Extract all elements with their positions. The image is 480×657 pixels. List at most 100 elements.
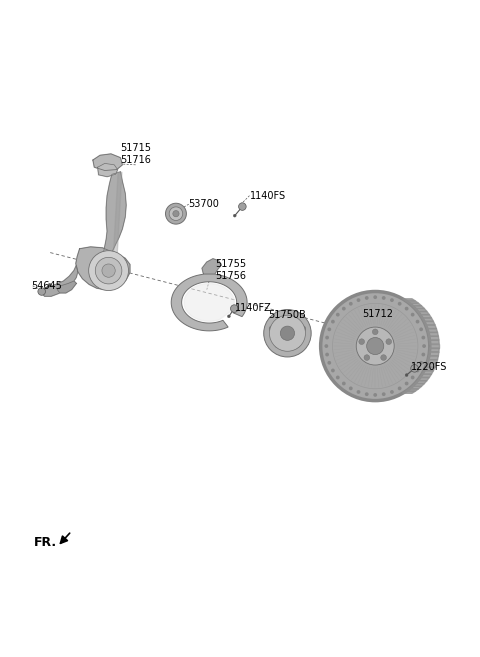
Polygon shape: [403, 391, 415, 394]
Circle shape: [327, 327, 331, 331]
Circle shape: [398, 302, 402, 306]
Polygon shape: [420, 315, 432, 318]
Text: 53700: 53700: [188, 199, 219, 209]
Circle shape: [365, 296, 369, 300]
Polygon shape: [428, 332, 438, 336]
Circle shape: [364, 355, 370, 361]
Circle shape: [239, 203, 246, 210]
Polygon shape: [406, 301, 419, 304]
Polygon shape: [412, 384, 424, 386]
Circle shape: [419, 327, 423, 331]
Circle shape: [342, 307, 346, 311]
Polygon shape: [415, 309, 427, 311]
Polygon shape: [428, 356, 438, 359]
Polygon shape: [202, 259, 221, 274]
Text: 51755
51756: 51755 51756: [215, 260, 246, 281]
Circle shape: [419, 361, 423, 365]
Circle shape: [357, 390, 360, 394]
Circle shape: [390, 390, 394, 394]
Circle shape: [411, 376, 415, 379]
Polygon shape: [430, 348, 439, 352]
Circle shape: [102, 264, 115, 277]
Text: 51712: 51712: [362, 309, 393, 319]
Circle shape: [269, 315, 305, 351]
Circle shape: [365, 392, 369, 396]
Polygon shape: [409, 304, 421, 306]
Circle shape: [336, 376, 340, 379]
Circle shape: [381, 355, 386, 361]
Circle shape: [382, 392, 385, 396]
Polygon shape: [412, 306, 424, 309]
Polygon shape: [76, 247, 130, 290]
Circle shape: [275, 342, 282, 348]
Polygon shape: [403, 299, 415, 301]
Circle shape: [405, 307, 408, 311]
Polygon shape: [42, 265, 78, 296]
Polygon shape: [430, 344, 439, 348]
Circle shape: [327, 361, 331, 365]
Circle shape: [405, 382, 408, 386]
Circle shape: [367, 338, 384, 355]
Polygon shape: [418, 378, 429, 380]
Circle shape: [38, 288, 46, 295]
Polygon shape: [102, 172, 126, 256]
Polygon shape: [97, 164, 118, 177]
Circle shape: [169, 207, 183, 221]
Circle shape: [89, 251, 129, 290]
Text: 54645: 54645: [31, 281, 62, 291]
Text: 1220FS: 1220FS: [411, 363, 447, 373]
Circle shape: [325, 336, 329, 340]
Circle shape: [325, 353, 329, 357]
Circle shape: [269, 326, 276, 332]
Polygon shape: [184, 284, 234, 321]
Circle shape: [48, 283, 51, 286]
Circle shape: [357, 298, 360, 302]
Polygon shape: [406, 389, 419, 391]
Text: 1140FS: 1140FS: [250, 191, 286, 200]
Polygon shape: [415, 380, 427, 384]
Circle shape: [373, 295, 377, 299]
Polygon shape: [57, 281, 76, 293]
Polygon shape: [409, 386, 421, 389]
Circle shape: [421, 353, 425, 357]
Polygon shape: [430, 340, 439, 344]
Text: 51715
51716: 51715 51716: [120, 143, 151, 165]
Circle shape: [356, 327, 394, 365]
Circle shape: [342, 382, 346, 386]
Circle shape: [349, 386, 353, 390]
Circle shape: [416, 320, 420, 323]
Polygon shape: [93, 154, 122, 171]
Circle shape: [321, 292, 430, 401]
Circle shape: [233, 214, 236, 217]
Polygon shape: [418, 311, 429, 315]
Text: 51750B: 51750B: [269, 310, 306, 320]
Circle shape: [372, 329, 378, 334]
Circle shape: [228, 315, 230, 318]
Polygon shape: [424, 321, 435, 325]
Circle shape: [382, 296, 385, 300]
Polygon shape: [426, 325, 436, 328]
Polygon shape: [427, 328, 438, 332]
Polygon shape: [429, 352, 439, 356]
Circle shape: [166, 203, 186, 224]
Text: 1140FZ: 1140FZ: [235, 303, 272, 313]
Circle shape: [405, 374, 408, 376]
Polygon shape: [422, 318, 433, 321]
Text: FR.: FR.: [34, 535, 57, 549]
Circle shape: [421, 336, 425, 340]
Circle shape: [359, 339, 364, 344]
Circle shape: [390, 298, 394, 302]
Circle shape: [336, 313, 340, 317]
Circle shape: [398, 386, 402, 390]
Circle shape: [280, 326, 295, 340]
Circle shape: [411, 365, 419, 372]
Polygon shape: [426, 363, 436, 367]
Polygon shape: [427, 359, 438, 363]
Circle shape: [349, 302, 353, 306]
Circle shape: [324, 344, 328, 348]
Polygon shape: [171, 274, 247, 331]
Circle shape: [422, 344, 426, 348]
Polygon shape: [429, 336, 439, 340]
Circle shape: [386, 339, 392, 344]
Circle shape: [299, 326, 306, 332]
